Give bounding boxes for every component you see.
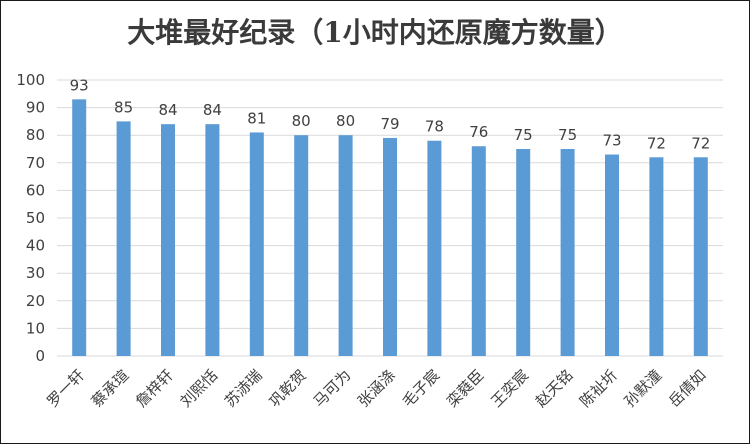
y-tick-label: 20 — [26, 292, 45, 310]
y-tick-label: 40 — [26, 237, 45, 255]
x-tick-label: 罗一轩 — [43, 366, 88, 411]
y-tick-label: 80 — [26, 126, 45, 144]
chart-title: 大堆最好纪录（1小时内还原魔方数量） — [127, 16, 623, 49]
data-label: 81 — [247, 109, 266, 127]
bar — [560, 149, 575, 356]
data-label: 75 — [514, 126, 533, 144]
data-label: 80 — [336, 112, 355, 130]
y-tick-label: 90 — [26, 99, 45, 117]
data-label: 85 — [114, 98, 133, 116]
bar — [516, 149, 531, 356]
x-tick-label: 毛子宸 — [399, 366, 444, 411]
x-tick-label: 詹梓轩 — [132, 366, 177, 411]
bar — [205, 124, 220, 356]
bar — [249, 132, 264, 356]
y-tick-label: 10 — [26, 319, 45, 337]
data-label: 72 — [647, 134, 666, 152]
x-tick-label: 马可为 — [310, 366, 355, 411]
bar — [161, 124, 175, 356]
bar — [116, 121, 131, 357]
x-tick-label: 栾蕤臣 — [443, 366, 488, 411]
data-label: 72 — [691, 134, 710, 152]
data-label: 75 — [558, 126, 577, 144]
y-tick-label: 100 — [16, 71, 45, 89]
y-tick-label: 0 — [35, 347, 45, 365]
x-tick-label: 岳倩如 — [665, 366, 710, 411]
bar — [427, 140, 442, 356]
y-tick-label: 70 — [26, 154, 45, 172]
x-tick-label: 王奕宸 — [487, 366, 532, 411]
x-tick-label: 苏浾瑞 — [221, 366, 266, 411]
x-tick-label: 张涵涤 — [354, 366, 399, 411]
x-tick-label: 赵天铭 — [532, 366, 577, 411]
bar — [649, 157, 664, 356]
y-tick-label: 50 — [26, 209, 45, 227]
bar — [294, 135, 309, 356]
bar — [605, 154, 619, 356]
x-tick-label: 陈祉圻 — [576, 366, 621, 411]
data-label: 80 — [292, 112, 311, 130]
bar — [693, 157, 708, 356]
bar — [383, 137, 397, 356]
y-tick-label: 60 — [26, 181, 45, 199]
bar — [338, 135, 353, 356]
data-label: 93 — [70, 76, 89, 94]
bar — [471, 146, 486, 356]
x-tick-label: 刘熙恬 — [177, 366, 222, 411]
x-tick-label: 蔡承瑄 — [88, 366, 133, 411]
x-tick-label: 巩乾贺 — [265, 366, 310, 411]
bar — [72, 99, 87, 356]
data-label: 76 — [469, 123, 488, 141]
data-label: 73 — [602, 132, 621, 150]
x-tick-label: 孙默潼 — [621, 366, 666, 411]
data-label: 84 — [158, 101, 177, 119]
y-tick-label: 30 — [26, 264, 45, 282]
data-label: 79 — [380, 115, 399, 133]
data-label: 78 — [425, 118, 444, 136]
data-label: 84 — [203, 101, 222, 119]
